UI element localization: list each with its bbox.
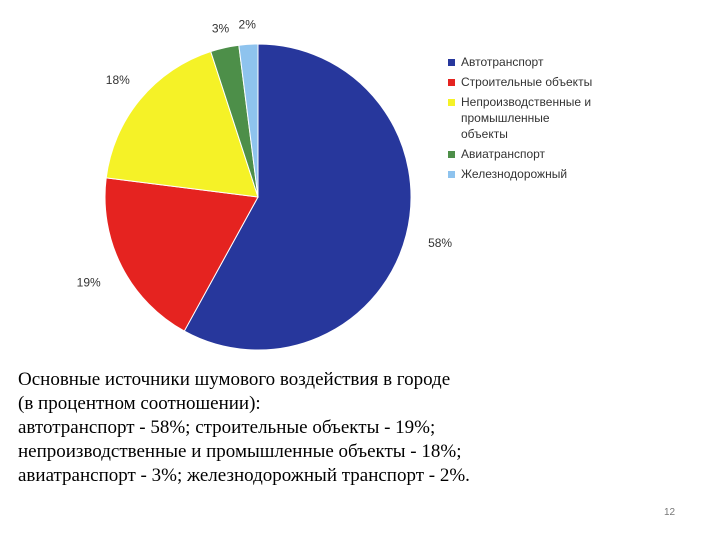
caption: Основные источники шумового воздействия … bbox=[18, 368, 658, 488]
slice-percent-label: 19% bbox=[77, 275, 101, 289]
pie-slice bbox=[238, 43, 259, 198]
legend-swatch bbox=[448, 151, 455, 158]
caption-line: авиатранспорт - 3%; железнодорожный тран… bbox=[18, 465, 470, 486]
legend-label: Автотранспорт bbox=[461, 55, 544, 69]
legend: Автотранспорт Строительные объекты Непро… bbox=[448, 54, 648, 186]
pie-chart: 58% 19% 18% 3% 2% bbox=[77, 17, 453, 351]
caption-line: (в процентном соотношении): bbox=[18, 393, 261, 414]
slice-percent-label: 3% bbox=[212, 21, 230, 35]
legend-label: Железнодорожный bbox=[461, 167, 568, 181]
page-number: 12 bbox=[664, 507, 676, 518]
legend-item: Строительные объекты bbox=[448, 74, 648, 90]
legend-label: Авиатранспорт bbox=[461, 147, 546, 161]
pie-labels: 58% 19% 18% 3% 2% bbox=[77, 17, 453, 289]
legend-swatch bbox=[448, 99, 455, 106]
pie-slices bbox=[104, 43, 412, 351]
legend-swatch bbox=[448, 59, 455, 66]
slice-percent-label: 18% bbox=[106, 73, 130, 87]
legend-item: Железнодорожный bbox=[448, 166, 648, 182]
legend-label: Непроизводственные и промышленные объект… bbox=[461, 95, 592, 141]
legend-swatch bbox=[448, 171, 455, 178]
legend-item: Непроизводственные и промышленные объект… bbox=[448, 94, 648, 142]
legend-item: Автотранспорт bbox=[448, 54, 648, 70]
legend-label: Строительные объекты bbox=[461, 75, 593, 89]
pie-slice bbox=[183, 43, 412, 351]
pie-slice bbox=[104, 177, 259, 332]
legend-swatch bbox=[448, 79, 455, 86]
legend-item: Авиатранспорт bbox=[448, 146, 648, 162]
caption-line: Основные источники шумового воздействия … bbox=[18, 369, 451, 390]
slice-percent-label: 2% bbox=[239, 17, 257, 31]
caption-line: автотранспорт - 58%; строительные объект… bbox=[18, 417, 436, 438]
pie-slice bbox=[105, 50, 259, 198]
caption-line: непроизводственные и промышленные объект… bbox=[18, 441, 462, 462]
slice-percent-label: 58% bbox=[428, 236, 452, 250]
